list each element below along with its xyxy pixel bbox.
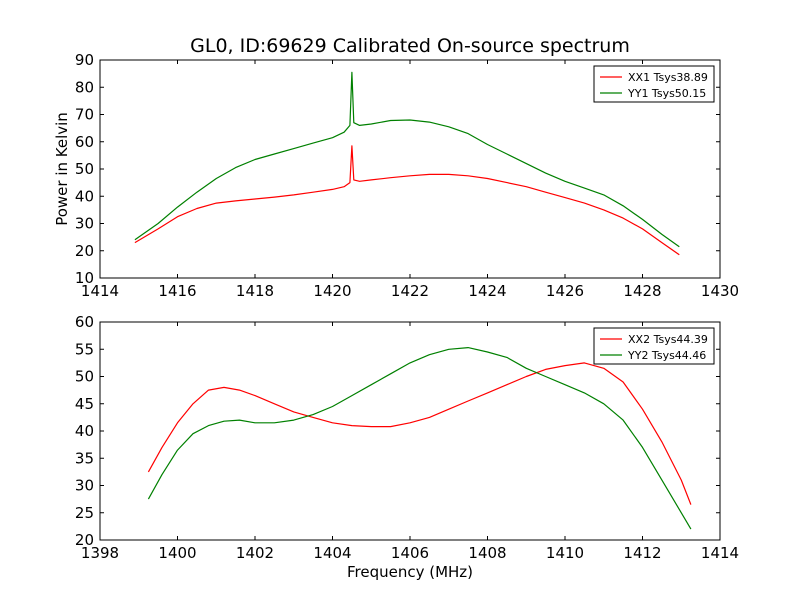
y-tick-label: 25 xyxy=(75,504,94,522)
y-tick-label: 50 xyxy=(75,368,94,386)
series-line-yy2 xyxy=(147,347,692,530)
x-tick-label: 1408 xyxy=(468,544,506,562)
legend-label: XX2 Tsys44.39 xyxy=(628,333,708,346)
x-tick-label: 1404 xyxy=(313,544,351,562)
legend-label: YY2 Tsys44.46 xyxy=(627,349,706,362)
x-tick-label: 1416 xyxy=(158,282,196,300)
bottom-plot: 1398 1400 1402 1404 1406 1408 1410 1412 1414 20 25… xyxy=(75,313,739,562)
series-line-yy1 xyxy=(134,71,680,248)
x-tick-label: 1398 xyxy=(81,544,119,562)
y-tick-label: 35 xyxy=(75,449,94,467)
y-tick-label: 30 xyxy=(75,477,94,495)
x-tick-label: 1414 xyxy=(81,282,119,300)
x-tick-label: 1412 xyxy=(623,544,661,562)
x-tick-label: 1400 xyxy=(158,544,196,562)
chart-title: GL0, ID:69629 Calibrated On-source spect… xyxy=(190,35,630,57)
x-tick-label: 1402 xyxy=(236,544,274,562)
x-tick-label: 1426 xyxy=(546,282,584,300)
x-tick-label: 1422 xyxy=(391,282,429,300)
x-tick-label: 1430 xyxy=(701,282,739,300)
y-tick-label: 40 xyxy=(75,422,94,440)
y-tick-label: 30 xyxy=(75,215,94,233)
series-line-xx2 xyxy=(147,362,692,505)
x-tick-label: 1418 xyxy=(236,282,274,300)
y-tick-label: 55 xyxy=(75,340,94,358)
y-tick-label: 50 xyxy=(75,160,94,178)
y-axis-label: Power in Kelvin xyxy=(53,112,71,226)
y-tick-label: 60 xyxy=(75,133,94,151)
x-tick-label: 1428 xyxy=(623,282,661,300)
x-tick-label: 1424 xyxy=(468,282,506,300)
legend-label: YY1 Tsys50.15 xyxy=(627,87,706,100)
y-tick-label: 45 xyxy=(75,395,94,413)
y-tick-label: 40 xyxy=(75,187,94,205)
x-tick-label: 1420 xyxy=(313,282,351,300)
legend-label: XX1 Tsys38.89 xyxy=(628,71,708,84)
x-tick-label: 1414 xyxy=(701,544,739,562)
y-tick-label: 70 xyxy=(75,106,94,124)
x-tick-label: 1410 xyxy=(546,544,584,562)
legend-box xyxy=(593,65,715,103)
y-tick-label: 60 xyxy=(75,313,94,331)
x-axis-label: Frequency (MHz) xyxy=(347,563,473,581)
y-tick-label: 90 xyxy=(75,51,94,69)
y-tick-label: 20 xyxy=(75,531,94,549)
series-line-xx1 xyxy=(134,145,680,256)
y-tick-label: 20 xyxy=(75,242,94,260)
x-tick-label: 1406 xyxy=(391,544,429,562)
y-tick-label: 10 xyxy=(75,269,94,287)
legend-box xyxy=(593,327,715,365)
top-plot: 1414 1416 1418 1420 1422 1424 1426 1428 1430 10 20… xyxy=(75,51,739,300)
y-tick-label: 80 xyxy=(75,78,94,96)
